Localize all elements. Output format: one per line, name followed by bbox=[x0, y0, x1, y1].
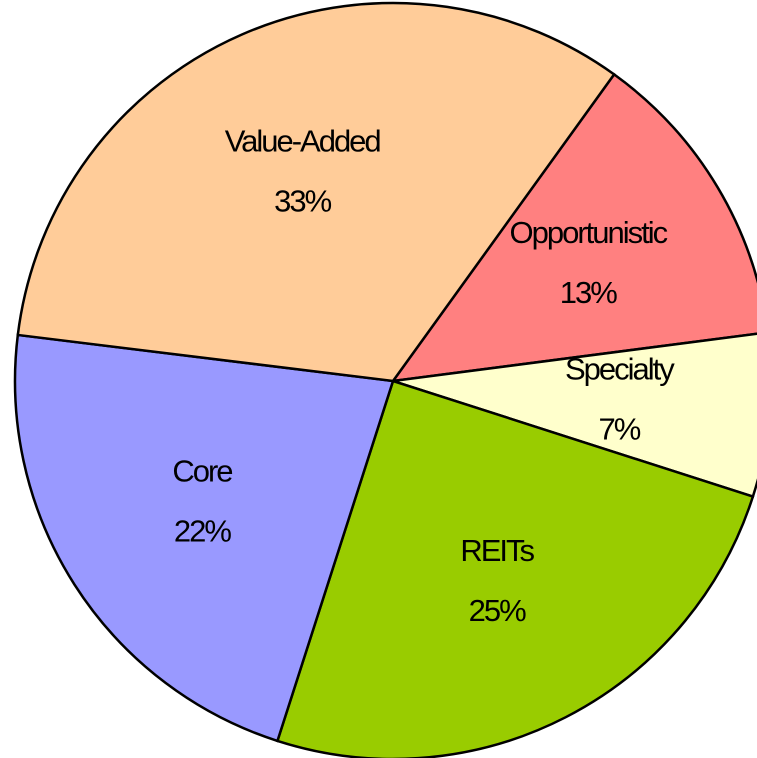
slice-label: REITs bbox=[460, 533, 534, 568]
slice-value-label: 7% bbox=[598, 412, 640, 447]
slice-label: Specialty bbox=[565, 352, 675, 387]
slice-label: Opportunistic bbox=[509, 215, 667, 250]
slice-value-label: 33% bbox=[274, 183, 331, 218]
slice-value-label: 25% bbox=[469, 593, 526, 628]
pie-slice bbox=[16, 1, 616, 383]
pie-slice bbox=[392, 332, 757, 499]
slice-value-label: 13% bbox=[560, 275, 617, 310]
pie-slice bbox=[275, 379, 755, 758]
slice-label: Value-Added bbox=[225, 123, 381, 158]
slice-label: Core bbox=[172, 453, 232, 488]
pie-slice bbox=[390, 72, 757, 383]
pie-slice bbox=[13, 333, 395, 743]
slice-value-label: 22% bbox=[174, 513, 231, 548]
